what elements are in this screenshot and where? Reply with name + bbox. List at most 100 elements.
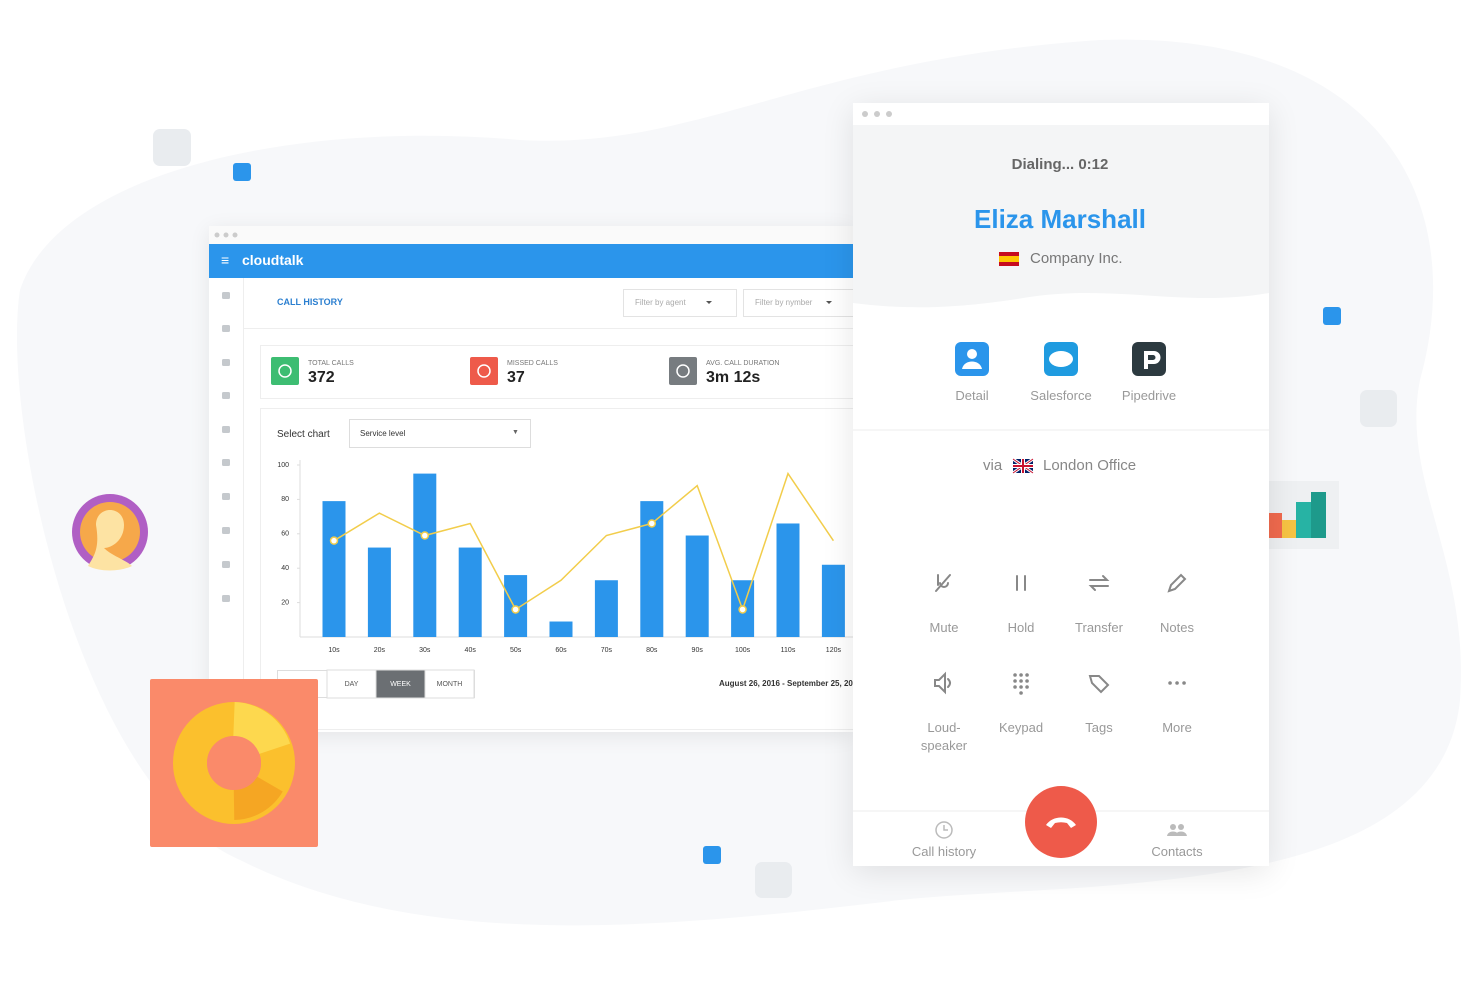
icon-glyph bbox=[1088, 575, 1110, 591]
x-tick-label: 110s bbox=[781, 647, 796, 654]
tab-label[interactable]: Call history bbox=[911, 844, 977, 859]
chart-card bbox=[260, 408, 853, 730]
chart-select[interactable] bbox=[349, 419, 531, 448]
chart-select-value: Service level bbox=[360, 429, 406, 438]
x-tick-label: 70s bbox=[601, 647, 613, 654]
line-point bbox=[329, 536, 339, 545]
x-tick-label: 90s bbox=[692, 647, 704, 654]
integration-label[interactable]: Detail bbox=[955, 388, 989, 403]
call-status: Dialing... 0:12 bbox=[1011, 156, 1109, 173]
line-point bbox=[738, 605, 747, 614]
x-tick-label: 30s bbox=[419, 647, 431, 654]
tab-label[interactable]: Contacts bbox=[1151, 844, 1203, 859]
dropdown-arrow bbox=[706, 301, 712, 304]
sidebar-icon bbox=[222, 359, 230, 366]
y-tick-label: 60 bbox=[281, 531, 289, 538]
stats-card bbox=[260, 345, 853, 399]
x-tick-label: 50s bbox=[510, 647, 522, 654]
line-point bbox=[647, 519, 657, 528]
y-tick-label: 100 bbox=[277, 462, 289, 469]
x-tick-label: 120s bbox=[826, 647, 842, 654]
donut-tile bbox=[150, 679, 318, 847]
x-tick-label: 20s bbox=[374, 647, 386, 654]
x-tick-label: 10s bbox=[328, 647, 340, 654]
stat-icon bbox=[669, 357, 697, 385]
action-label[interactable]: Mute bbox=[929, 620, 959, 635]
line-point bbox=[420, 531, 430, 540]
icon-glyph bbox=[1167, 573, 1187, 593]
via-label: via bbox=[983, 457, 1003, 474]
action-label[interactable]: Notes bbox=[1160, 620, 1194, 635]
stat-glyph bbox=[477, 364, 491, 378]
action-label[interactable]: Tags bbox=[1085, 720, 1113, 735]
x-tick-label: 60s bbox=[555, 647, 567, 654]
bar bbox=[685, 535, 709, 637]
dashboard-window: ≡ cloudtalk CALL HISTORY Filter by agent… bbox=[209, 226, 853, 732]
section-title: CALL HISTORY bbox=[277, 297, 343, 307]
y-tick-label: 80 bbox=[281, 496, 289, 503]
bar bbox=[413, 473, 437, 637]
action-icon[interactable] bbox=[1084, 668, 1114, 698]
bar bbox=[458, 547, 482, 637]
stat-icon bbox=[271, 357, 299, 385]
stat-value: 372 bbox=[308, 369, 335, 386]
stat-glyph bbox=[278, 364, 292, 378]
y-tick-label: 40 bbox=[281, 565, 289, 572]
dropdown-arrow bbox=[826, 301, 832, 304]
integration-label[interactable]: Pipedrive bbox=[1121, 388, 1177, 403]
line-name: London Office bbox=[1043, 457, 1137, 474]
action-label[interactable]: Transfer bbox=[1075, 620, 1123, 635]
action-icon[interactable] bbox=[1162, 668, 1192, 698]
select-chart-label: Select chart bbox=[277, 429, 330, 440]
filter-number[interactable] bbox=[743, 289, 853, 317]
stat-label: TOTAL CALLS bbox=[308, 360, 354, 367]
stat-label: AVG. CALL DURATION bbox=[706, 360, 779, 367]
filter-label: Filter by agent bbox=[635, 298, 686, 307]
action-icon[interactable] bbox=[1084, 568, 1114, 598]
range-button[interactable] bbox=[326, 669, 377, 699]
filter-agent[interactable] bbox=[623, 289, 737, 317]
window-dot bbox=[214, 232, 220, 238]
y-tick-label: 20 bbox=[281, 599, 289, 606]
title-bar bbox=[209, 226, 853, 244]
menu-icon[interactable]: ≡ bbox=[221, 252, 230, 268]
action-icon[interactable] bbox=[929, 668, 959, 698]
bar bbox=[322, 501, 346, 637]
dropdown-arrow: ▼ bbox=[512, 429, 519, 436]
filter-label: Filter by nymber bbox=[755, 298, 813, 307]
phone-bg bbox=[853, 111, 1269, 858]
bar bbox=[594, 580, 618, 637]
action-icon[interactable] bbox=[1006, 668, 1036, 698]
line bbox=[333, 471, 835, 612]
action-label[interactable]: Keypad bbox=[998, 720, 1044, 735]
bar bbox=[549, 621, 573, 637]
stat-label: MISSED CALLS bbox=[507, 360, 558, 367]
action-icon[interactable] bbox=[1162, 568, 1192, 598]
stat-glyph bbox=[676, 364, 690, 378]
stat-value: 3m 12s bbox=[706, 369, 760, 386]
action-icon[interactable] bbox=[929, 568, 959, 598]
x-tick-label: 100s bbox=[735, 647, 751, 654]
range-button[interactable] bbox=[424, 669, 475, 699]
sidebar-icon bbox=[222, 527, 230, 534]
action-icon[interactable] bbox=[1006, 568, 1036, 598]
range-button-label: DAY bbox=[345, 681, 359, 688]
bar bbox=[821, 564, 845, 637]
line-point bbox=[511, 605, 520, 614]
logo: cloudtalk bbox=[242, 252, 304, 268]
action-label[interactable]: Loud- speaker bbox=[920, 720, 968, 753]
sidebar-icon bbox=[222, 493, 230, 500]
divider bbox=[243, 328, 853, 329]
sidebar-icon bbox=[222, 459, 230, 466]
sidebar-icon bbox=[222, 292, 230, 299]
action-label[interactable]: More bbox=[1162, 720, 1192, 735]
bar bbox=[367, 547, 391, 637]
sidebar-icon bbox=[222, 392, 230, 399]
stat-icon bbox=[470, 357, 498, 385]
action-label[interactable]: Hold bbox=[1007, 620, 1035, 635]
phone-window: Dialing... 0:12 Eliza Marshall Company I… bbox=[853, 103, 1269, 866]
x-tick-label: 80s bbox=[646, 647, 658, 654]
integration-label[interactable]: Salesforce bbox=[1030, 388, 1092, 403]
icon-glyph bbox=[935, 574, 951, 592]
